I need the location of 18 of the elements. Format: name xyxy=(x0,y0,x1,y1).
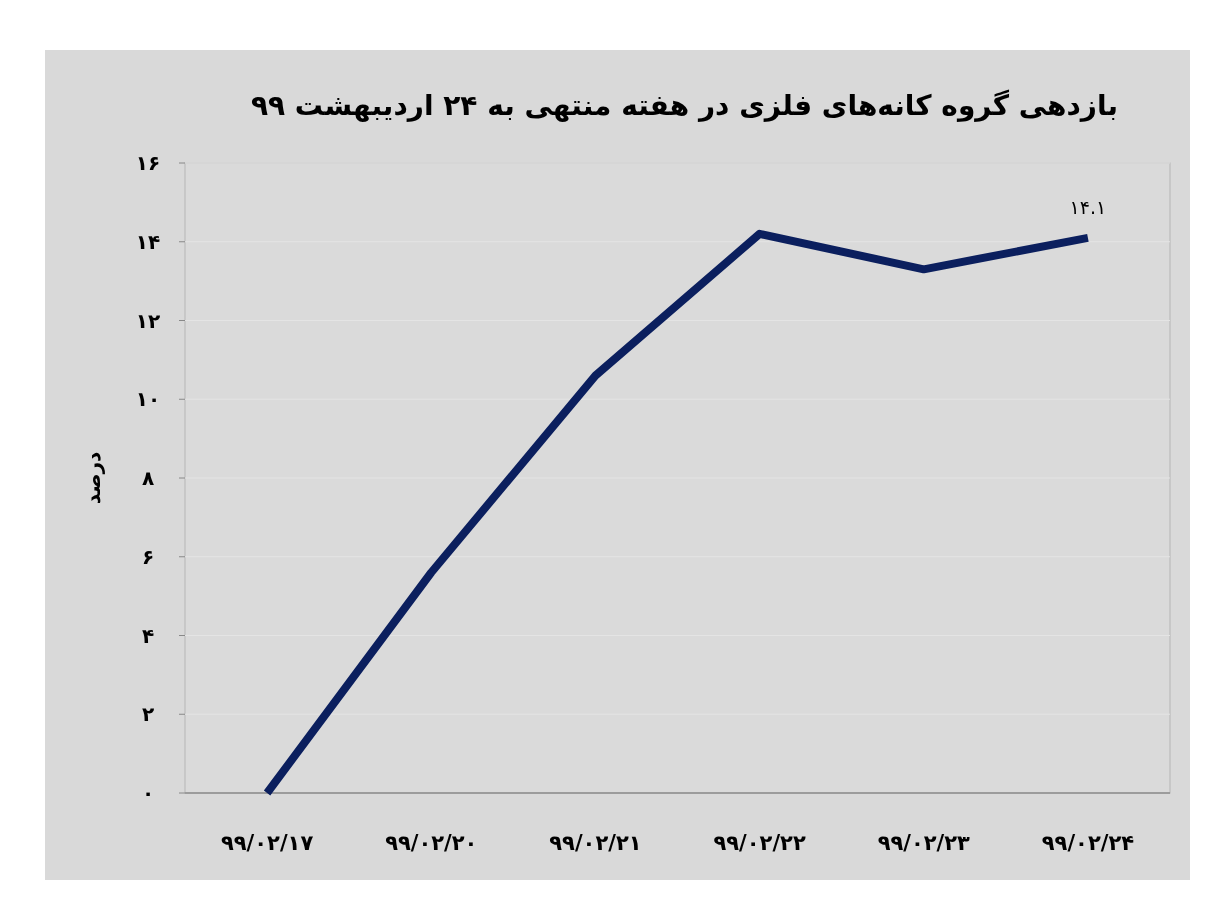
y-tick-label: ۱۲ xyxy=(135,308,161,333)
y-axis-title: درصد xyxy=(81,451,105,505)
x-tick-label: ۹۹/۰۲/۲۴ xyxy=(1041,831,1135,855)
y-tick-label: ۱۶ xyxy=(135,151,161,175)
x-tick-label: ۹۹/۰۲/۲۰ xyxy=(385,831,478,855)
data-label: ۱۴.۱ xyxy=(1069,195,1107,218)
x-tick-label: ۹۹/۰۲/۲۱ xyxy=(549,831,642,855)
y-tick-label: ۱۴ xyxy=(135,229,161,254)
y-tick-label: ۴ xyxy=(141,623,155,648)
x-tick-label: ۹۹/۰۲/۲۳ xyxy=(877,831,971,855)
y-tick-label: ۱۰ xyxy=(135,387,161,412)
x-tick-label: ۹۹/۰۲/۱۷ xyxy=(220,831,314,855)
y-tick-label: ۲ xyxy=(141,702,155,727)
chart-title: بازدهی گروه کانه‌های فلزی در هفته منتهی به ۲۴ اردیبهشت ۹۹ xyxy=(250,89,1118,122)
y-tick-label: ۶ xyxy=(141,544,155,569)
x-tick-label: ۹۹/۰۲/۲۲ xyxy=(713,831,806,855)
y-tick-label: ۰ xyxy=(141,781,155,805)
y-tick-label: ۸ xyxy=(141,466,155,490)
